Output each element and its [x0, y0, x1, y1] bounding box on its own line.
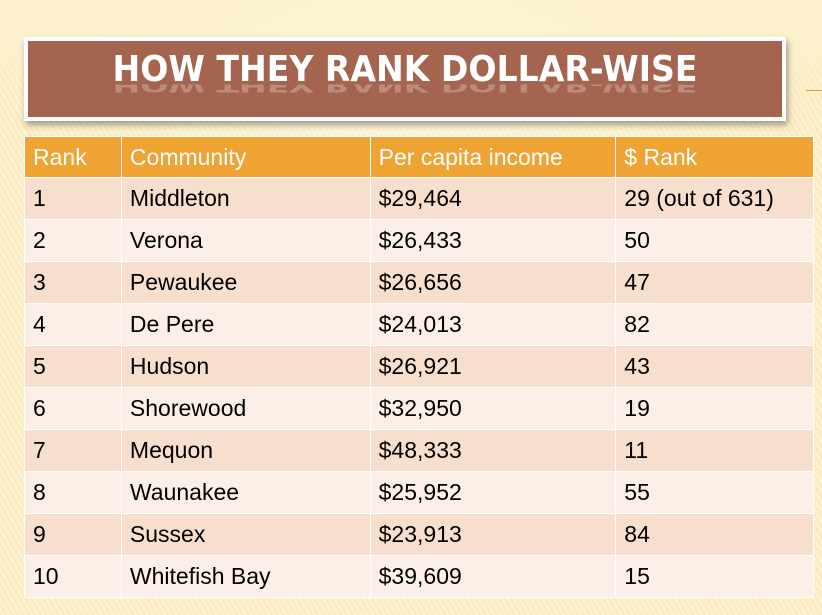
title-reflection: HOW THEY RANK DOLLAR-WISE [112, 84, 698, 96]
slide-title: HOW THEY RANK DOLLAR-WISE [112, 49, 698, 90]
income-cell: $25,952 [369, 471, 617, 514]
dollar-rank-cell: 50 [615, 219, 814, 262]
community-cell: Verona [120, 219, 371, 262]
dollar-rank-cell: 11 [615, 429, 814, 472]
dollar-rank-cell: 19 [615, 387, 814, 430]
rank-cell: 4 [24, 303, 122, 346]
table-row: 5 Hudson $26,921 43 [24, 345, 814, 388]
table-row: 10 Whitefish Bay $39,609 15 [24, 555, 814, 598]
rank-cell: 8 [24, 471, 122, 514]
income-cell: $23,913 [369, 513, 617, 556]
community-cell: De Pere [120, 303, 371, 346]
accent-line [806, 90, 822, 91]
header-community: Community [120, 136, 371, 178]
dollar-rank-cell: 84 [615, 513, 814, 556]
community-cell: Sussex [120, 513, 371, 556]
rank-cell: 2 [24, 219, 122, 262]
income-cell: $48,333 [369, 429, 617, 472]
income-cell: $26,433 [369, 219, 617, 262]
dollar-rank-cell: 15 [615, 555, 814, 598]
rank-cell: 1 [24, 177, 122, 220]
community-cell: Shorewood [120, 387, 371, 430]
table-row: 4 De Pere $24,013 82 [24, 303, 814, 346]
dollar-rank-cell: 47 [615, 261, 814, 304]
income-cell: $26,656 [369, 261, 617, 304]
table-row: 2 Verona $26,433 50 [24, 219, 814, 262]
dollar-rank-cell: 55 [615, 471, 814, 514]
community-cell: Hudson [120, 345, 371, 388]
community-cell: Mequon [120, 429, 371, 472]
title-bar: HOW THEY RANK DOLLAR-WISE HOW THEY RANK … [24, 37, 786, 121]
table-row: 6 Shorewood $32,950 19 [24, 387, 814, 430]
income-cell: $29,464 [369, 177, 617, 220]
table-row: 8 Waunakee $25,952 55 [24, 471, 814, 514]
income-cell: $39,609 [369, 555, 617, 598]
rank-cell: 10 [24, 555, 122, 598]
rank-cell: 3 [24, 261, 122, 304]
table-header-row: Rank Community Per capita income $ Rank [24, 136, 814, 178]
header-rank: Rank [24, 136, 122, 178]
table-row: 1 Middleton $29,464 29 (out of 631) [24, 177, 814, 220]
income-cell: $32,950 [369, 387, 617, 430]
rank-cell: 5 [24, 345, 122, 388]
income-cell: $24,013 [369, 303, 617, 346]
rank-cell: 9 [24, 513, 122, 556]
table-row: 3 Pewaukee $26,656 47 [24, 261, 814, 304]
dollar-rank-cell: 29 (out of 631) [615, 177, 814, 220]
dollar-rank-cell: 82 [615, 303, 814, 346]
dollar-rank-cell: 43 [615, 345, 814, 388]
table-row: 7 Mequon $48,333 11 [24, 429, 814, 472]
ranking-table: Rank Community Per capita income $ Rank … [24, 136, 814, 598]
rank-cell: 7 [24, 429, 122, 472]
community-cell: Whitefish Bay [120, 555, 371, 598]
rank-cell: 6 [24, 387, 122, 430]
header-dollar-rank: $ Rank [615, 136, 814, 178]
table-row: 9 Sussex $23,913 84 [24, 513, 814, 556]
income-cell: $26,921 [369, 345, 617, 388]
community-cell: Pewaukee [120, 261, 371, 304]
header-per-capita-income: Per capita income [369, 136, 617, 178]
community-cell: Waunakee [120, 471, 371, 514]
community-cell: Middleton [120, 177, 371, 220]
